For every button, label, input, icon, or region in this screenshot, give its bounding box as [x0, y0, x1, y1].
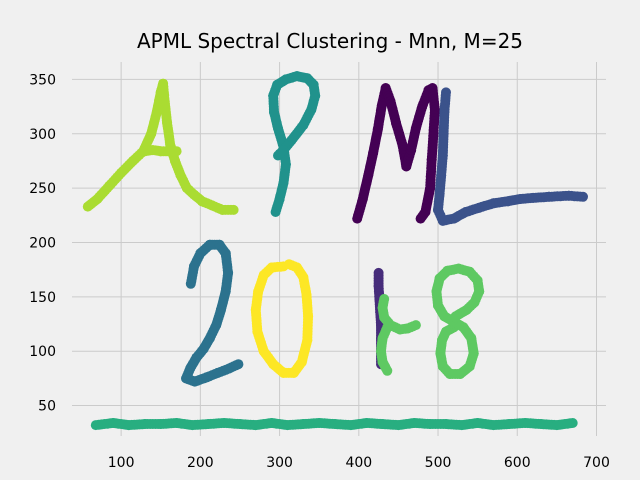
data-points: [82, 71, 588, 431]
x-axis-ticks: 100 200 300 400 500 600 700: [108, 455, 610, 471]
y-tick-label: 100: [29, 344, 56, 360]
series-8: [90, 418, 578, 431]
data-point: [273, 150, 283, 161]
series-4: [181, 239, 244, 387]
series-0: [82, 78, 239, 215]
data-point: [171, 146, 182, 157]
grid: [72, 62, 606, 436]
series-7: [376, 263, 485, 379]
data-point: [567, 418, 578, 428]
data-point: [233, 359, 244, 370]
data-point: [578, 191, 588, 202]
data-point: [284, 259, 295, 270]
chart-title: APML Spectral Clustering - Mnn, M=25: [137, 29, 523, 53]
x-tick-label: 700: [583, 455, 610, 471]
x-tick-label: 100: [108, 455, 135, 471]
series-2: [352, 83, 440, 224]
y-tick-label: 50: [38, 399, 56, 415]
data-point: [382, 322, 393, 333]
y-tick-label: 200: [29, 235, 56, 251]
x-tick-label: 200: [187, 455, 214, 471]
y-tick-label: 300: [29, 127, 56, 143]
y-tick-label: 250: [29, 181, 56, 197]
x-tick-label: 300: [266, 455, 293, 471]
x-tick-label: 600: [504, 455, 531, 471]
data-point: [228, 204, 239, 215]
data-point: [450, 311, 461, 322]
data-point: [410, 320, 421, 331]
y-tick-label: 350: [29, 72, 56, 88]
series-3: [433, 87, 588, 226]
series-5: [250, 259, 314, 378]
y-tick-label: 150: [29, 290, 56, 306]
x-tick-label: 500: [425, 455, 452, 471]
series-1: [268, 71, 321, 217]
x-tick-label: 400: [345, 455, 372, 471]
y-axis-ticks: 50 100 150 200 250 300 350: [29, 72, 56, 414]
data-point: [415, 213, 426, 224]
